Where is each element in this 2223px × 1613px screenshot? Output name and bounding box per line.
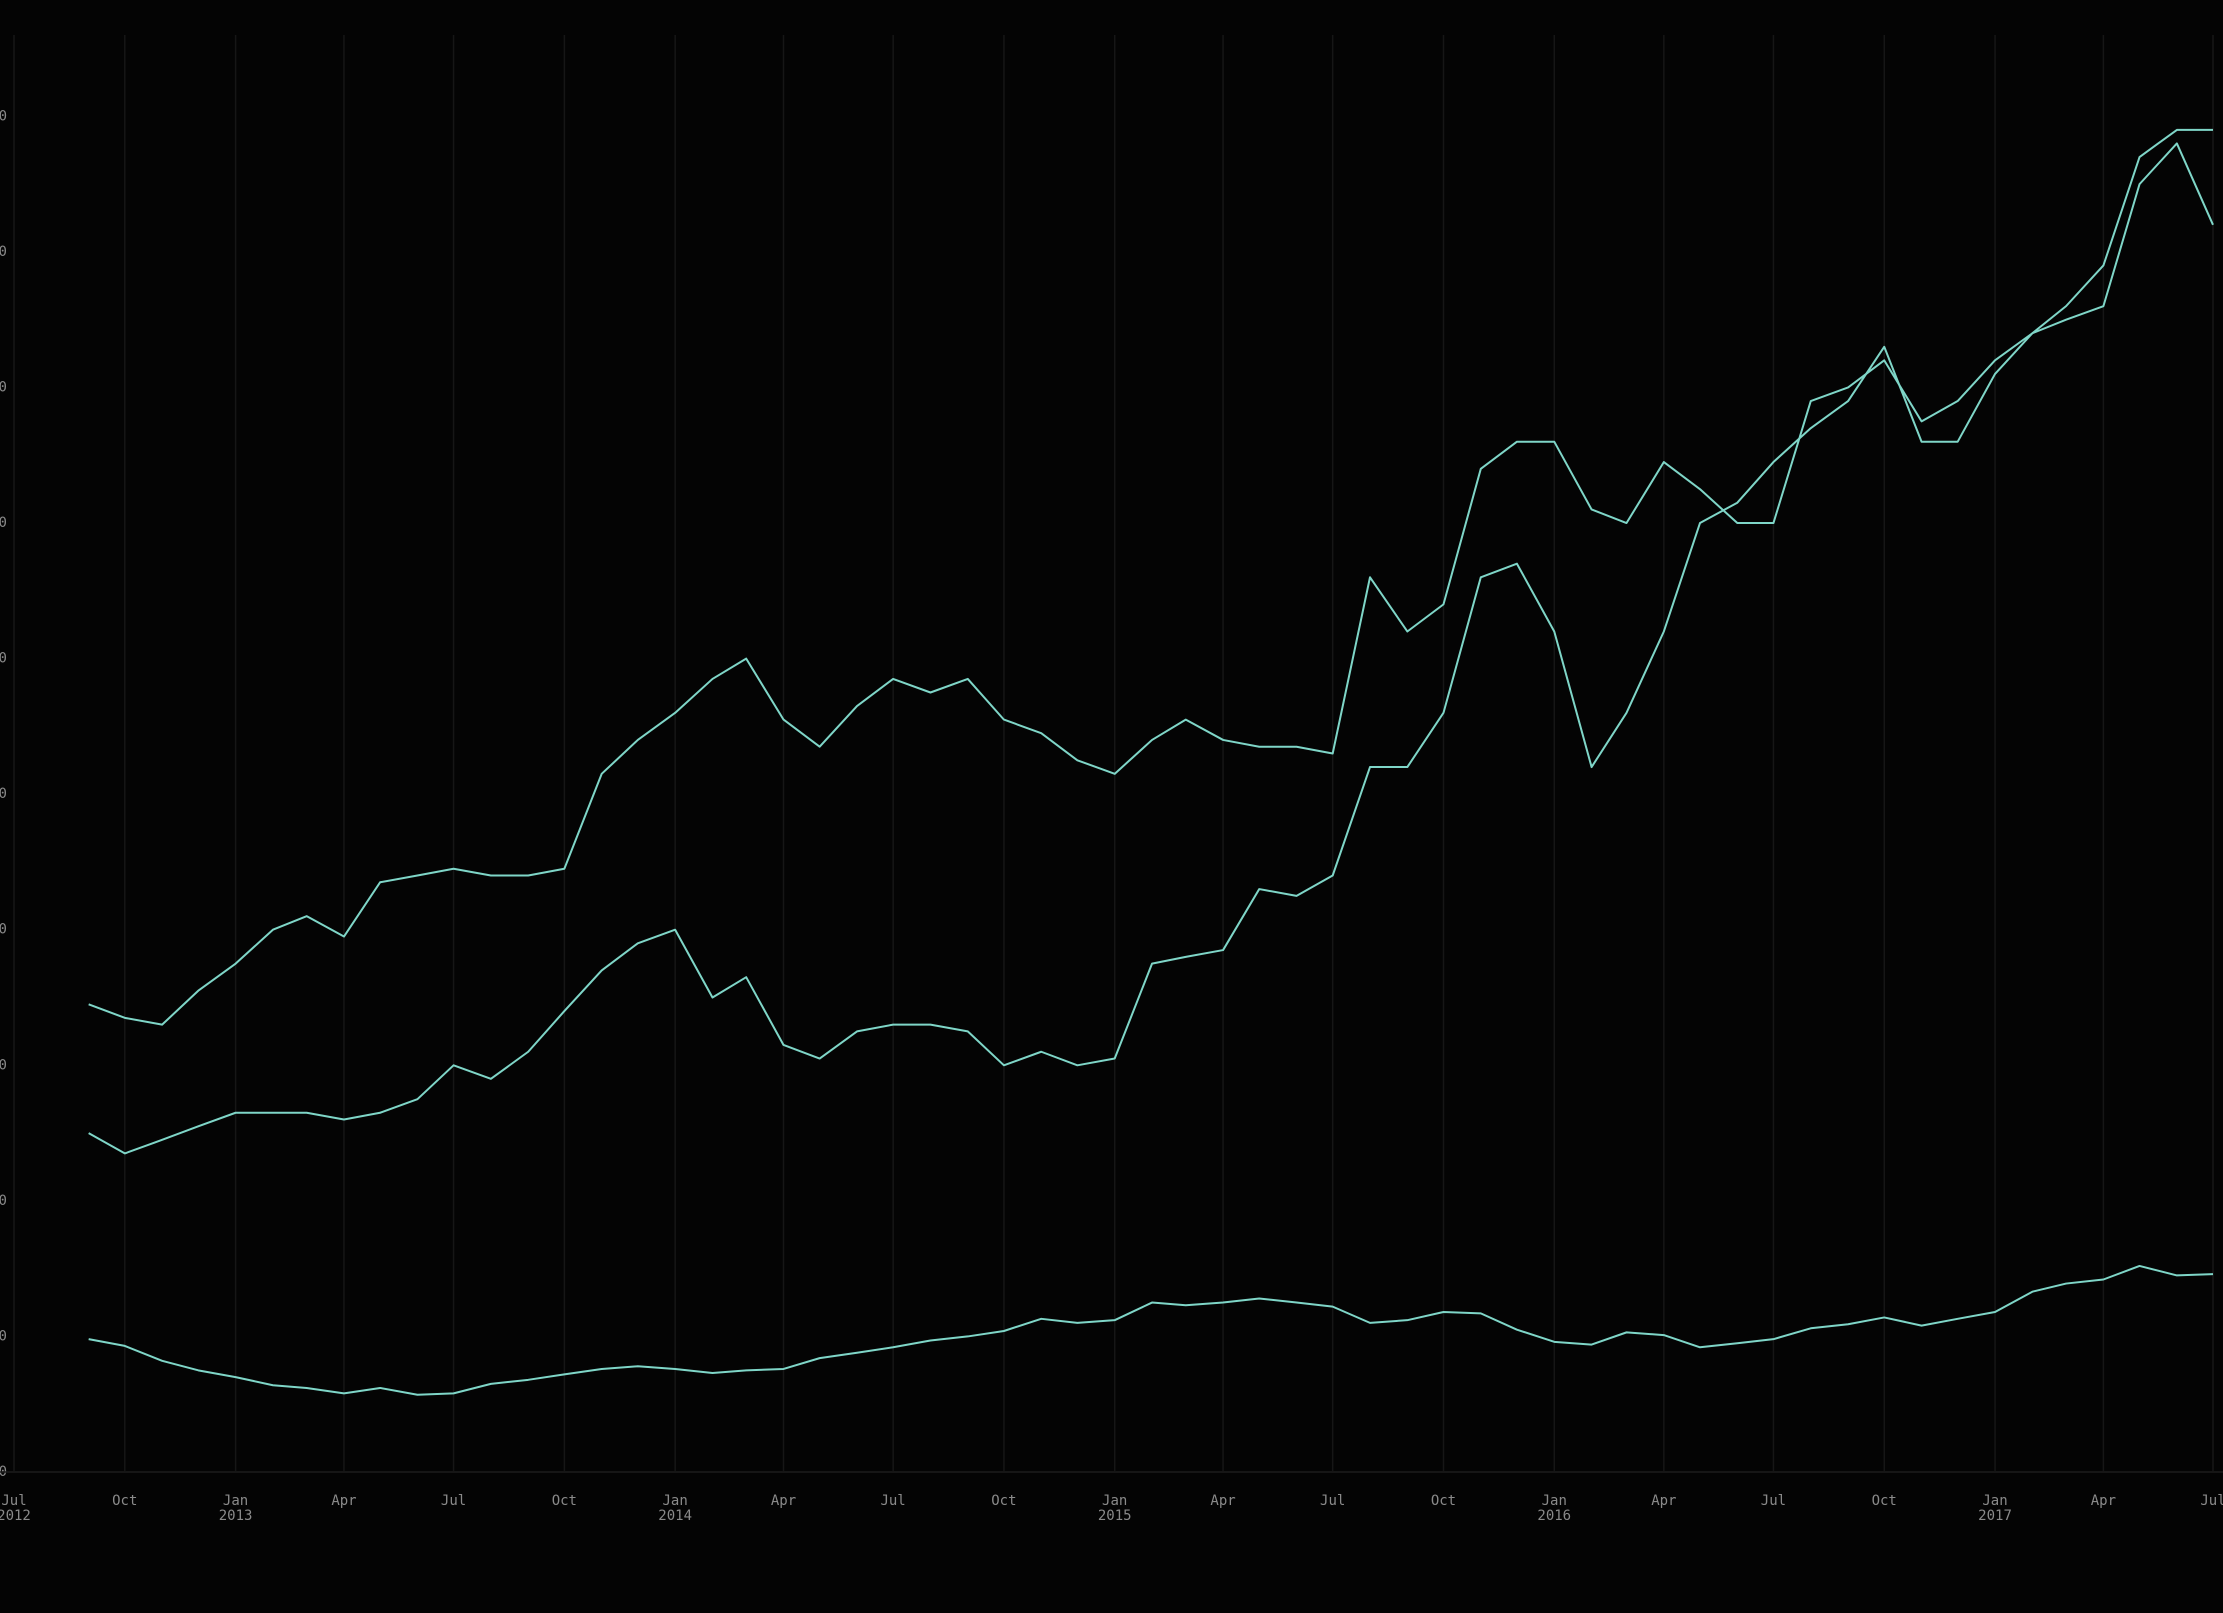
y-tick-label: 1000 (0, 108, 7, 124)
x-tick-label: Jul (2200, 1493, 2223, 1509)
y-tick-label: 900 (0, 244, 7, 260)
series-line (88, 128, 2213, 1155)
x-tick-label: Oct (112, 1493, 138, 1509)
x-tick-label: Jul (1320, 1493, 1346, 1509)
series-line (88, 1264, 2214, 1396)
y-tick-label: 300 (0, 1057, 7, 1073)
x-tick-label: Oct (551, 1493, 577, 1509)
y-tick-label: 400 (0, 922, 7, 938)
x-tick-label: Oct (1430, 1493, 1457, 1509)
x-tick-label: Jan 2017 (1978, 1493, 2012, 1524)
y-tick-label: 100 (0, 1328, 7, 1344)
y-tick-label: 600 (0, 651, 7, 667)
x-tick-label: Jan 2015 (1097, 1493, 1132, 1524)
x-tick-label: Jan 2014 (658, 1493, 692, 1524)
x-tick-label: Jan 2013 (218, 1493, 253, 1524)
x-tick-label: Jul (440, 1493, 467, 1509)
y-tick-label: 800 (0, 379, 7, 395)
x-tick-label: Oct (991, 1493, 1017, 1509)
y-tick-label: 200 (0, 1193, 7, 1209)
x-tick-label: Oct (1871, 1493, 1897, 1509)
series-line (88, 142, 2214, 1026)
x-tick-label: Jul (880, 1493, 906, 1509)
x-tick-label: Jul (1760, 1493, 1787, 1509)
x-tick-label: Jan 2016 (1537, 1493, 1572, 1524)
x-tick-label: Apr (1651, 1493, 1677, 1509)
x-tick-label: Apr (770, 1493, 797, 1509)
y-tick-label: 700 (0, 515, 7, 531)
x-tick-label: Apr (2090, 1493, 2117, 1509)
x-tick-label: Jul 2012 (0, 1493, 31, 1524)
x-tick-label: Apr (331, 1493, 357, 1509)
y-tick-label: 500 (0, 786, 7, 802)
x-tick-label: Apr (1210, 1493, 1236, 1509)
